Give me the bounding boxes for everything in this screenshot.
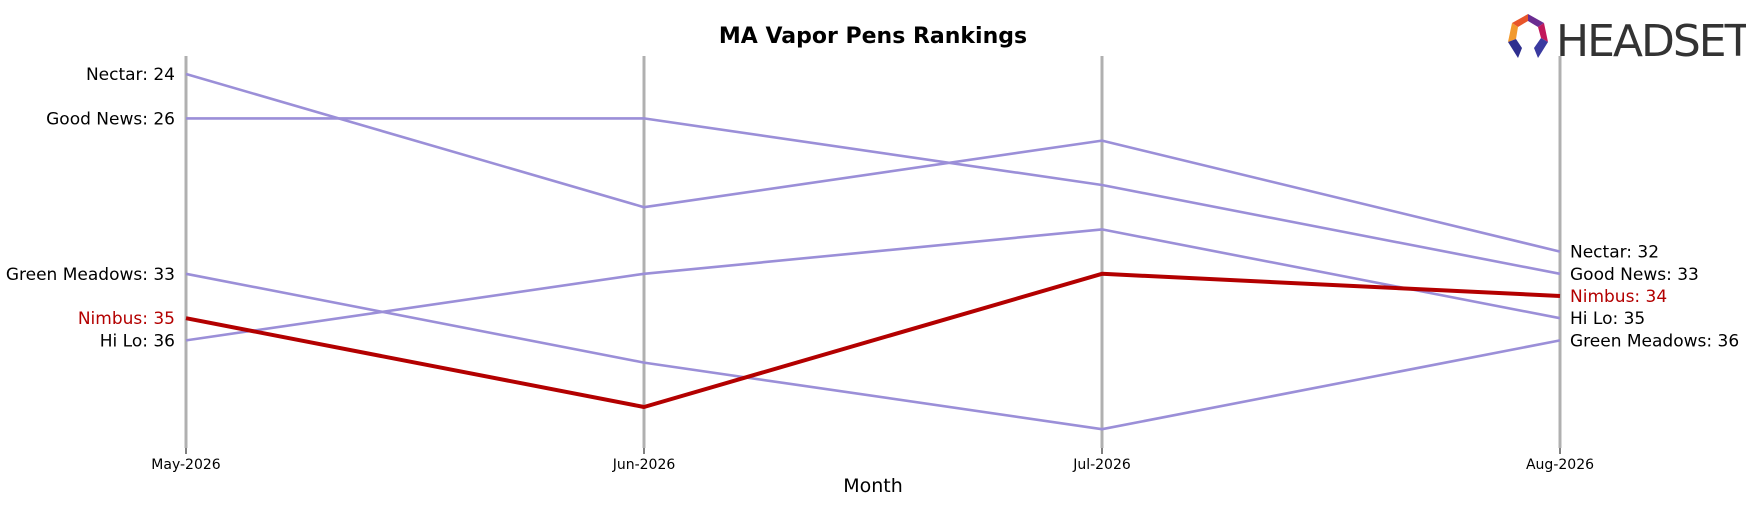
right-label: Nimbus: 34 [1570, 287, 1667, 307]
headset-hexagon-logo-icon [1508, 14, 1548, 58]
series-lines [185, 72, 1561, 431]
left-label: Hi Lo: 36 [100, 331, 175, 351]
series-line-good-news [186, 117, 1561, 276]
chart-title: MA Vapor Pens Rankings [719, 24, 1027, 49]
x-axis-label: Month [843, 475, 903, 497]
series-line-green-meadows [185, 272, 1561, 431]
x-tick-labels: May-2026 Jun-2026 Jul-2026 Aug-2026 [151, 448, 1594, 473]
left-label: Green Meadows: 33 [6, 265, 175, 285]
right-label: Nectar: 32 [1570, 243, 1659, 263]
series-line-nectar [185, 72, 1561, 253]
left-rank-labels: Nectar: 24 Good News: 26 Green Meadows: 33… [6, 65, 175, 351]
headset-logo: HEADSET [1508, 14, 1746, 67]
left-label: Nimbus: 35 [78, 309, 175, 329]
x-tick-label: Jun-2026 [612, 457, 676, 473]
right-label: Hi Lo: 35 [1570, 309, 1645, 329]
series-line-hi-lo [185, 228, 1561, 342]
x-tick-label: May-2026 [151, 457, 220, 473]
headset-logo-text: HEADSET [1556, 16, 1746, 67]
right-label: Green Meadows: 36 [1570, 331, 1739, 351]
x-tick-label: Jul-2026 [1072, 457, 1131, 473]
left-label: Good News: 26 [46, 109, 175, 129]
right-label: Good News: 33 [1570, 265, 1699, 285]
x-tick-label: Aug-2026 [1526, 457, 1594, 473]
left-label: Nectar: 24 [86, 65, 175, 85]
series-line-nimbus [185, 271, 1561, 409]
month-axis-lines [184, 56, 1562, 448]
